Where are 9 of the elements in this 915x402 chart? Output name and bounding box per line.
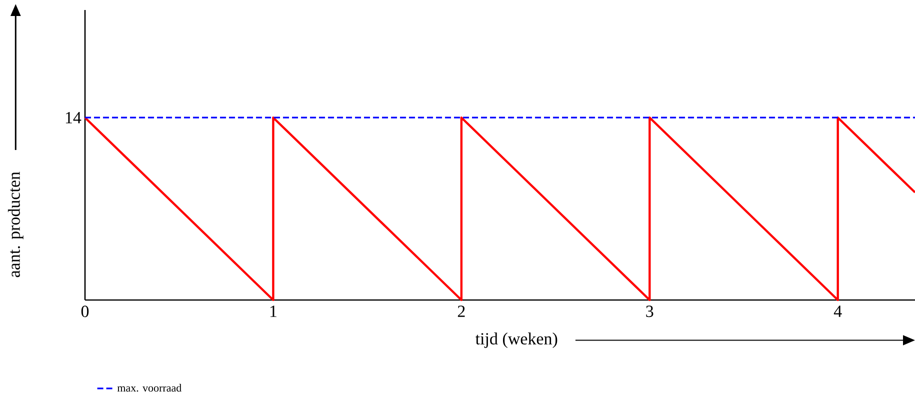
legend-label: max. voorraad (117, 384, 182, 392)
x-axis-title: tijd (weken) (475, 332, 558, 348)
x-tick-label: 4 (834, 306, 842, 317)
x-tick-label: 2 (458, 306, 465, 317)
x-tick-label: 0 (81, 306, 89, 318)
y-axis-title: aant. producten (8, 172, 24, 278)
x-tick-label: 3 (646, 306, 654, 318)
x-tick-label: 1 (270, 306, 276, 317)
annotation: 14 (66, 112, 82, 124)
